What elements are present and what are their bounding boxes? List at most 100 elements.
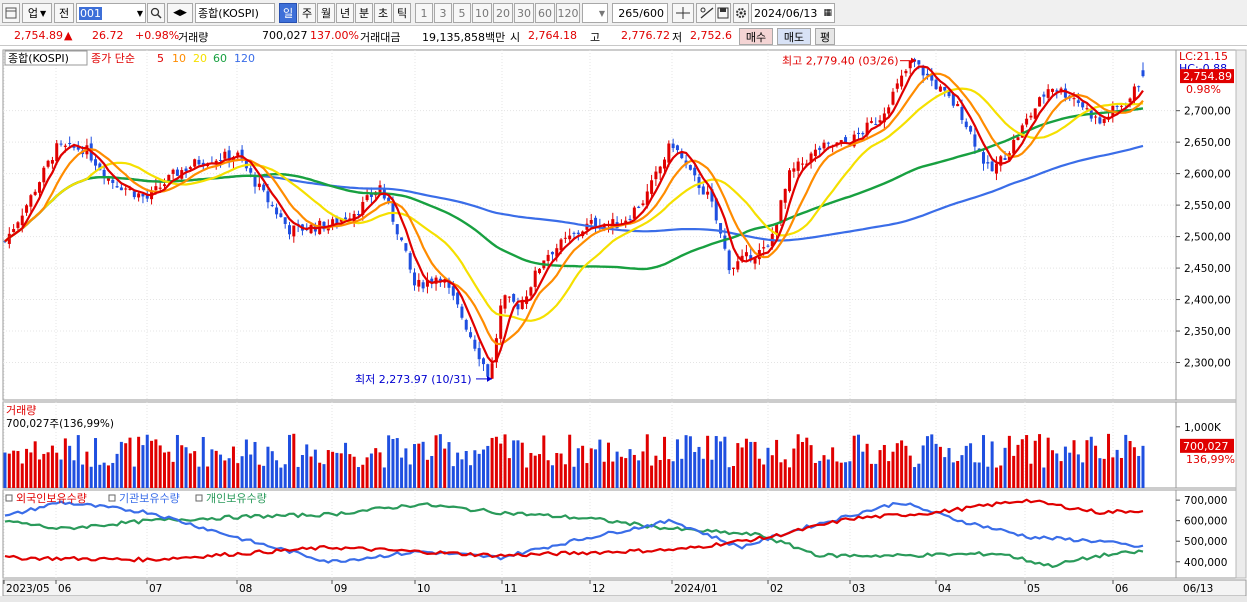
candle-body bbox=[895, 83, 899, 89]
sell-order-button[interactable]: 매도 bbox=[777, 28, 811, 45]
candle-body bbox=[917, 60, 921, 65]
save-icon[interactable] bbox=[715, 3, 731, 23]
tab-week[interactable]: 주 bbox=[298, 3, 316, 23]
minute-3[interactable]: 3 bbox=[434, 3, 452, 23]
candle-body bbox=[589, 219, 593, 224]
candle-body bbox=[891, 91, 895, 105]
minute-120[interactable]: 120 bbox=[556, 3, 580, 23]
volume-bar bbox=[391, 439, 395, 488]
count-field[interactable]: 265/600 bbox=[612, 3, 668, 23]
volume-bar bbox=[50, 445, 54, 488]
back-arrow-icon: ◀▶ bbox=[173, 8, 187, 18]
volume-bar bbox=[227, 458, 231, 488]
evaluate-button[interactable]: 평 bbox=[815, 28, 835, 45]
search-icon[interactable] bbox=[147, 3, 165, 23]
gear-icon[interactable] bbox=[733, 3, 749, 23]
candle-body bbox=[193, 159, 197, 167]
volume-bar bbox=[934, 443, 938, 488]
volume-bar bbox=[313, 449, 317, 488]
candle-body bbox=[175, 169, 179, 176]
volume-bar bbox=[775, 439, 779, 488]
volume-bar bbox=[473, 450, 477, 488]
investor-y-tick-label: 500,000 bbox=[1184, 536, 1227, 548]
y-axis-frame bbox=[1175, 489, 1246, 579]
volume-bar bbox=[132, 466, 136, 488]
chevron-down-icon: ▼ bbox=[39, 8, 47, 18]
candle-body bbox=[119, 187, 123, 191]
candle-body bbox=[494, 338, 498, 363]
custom-period-select[interactable]: ▼ bbox=[582, 3, 608, 23]
volume-bar bbox=[89, 466, 93, 488]
volume-bar bbox=[387, 435, 391, 488]
volume-bar bbox=[219, 454, 223, 488]
date-value: 2024/06/13 bbox=[754, 6, 818, 20]
candle-body bbox=[124, 188, 128, 190]
candle-body bbox=[529, 287, 533, 296]
candle-body bbox=[356, 214, 360, 216]
volume-bar bbox=[719, 441, 723, 488]
candle-body bbox=[710, 189, 714, 202]
volume-bar bbox=[736, 443, 740, 488]
volume-bars bbox=[3, 433, 1145, 488]
candle-body bbox=[395, 224, 399, 235]
tab-minute[interactable]: 분 bbox=[355, 3, 373, 23]
volume-bar bbox=[1012, 455, 1016, 488]
volume-bar bbox=[460, 459, 464, 488]
tab-month[interactable]: 월 bbox=[317, 3, 335, 23]
buy-order-button[interactable]: 매수 bbox=[739, 28, 773, 45]
candle-body bbox=[994, 163, 998, 174]
candle-body bbox=[1055, 90, 1059, 92]
candle-body bbox=[701, 186, 705, 195]
candle-body bbox=[46, 160, 50, 167]
tab-day[interactable]: 일 bbox=[279, 3, 297, 23]
volume-bar bbox=[788, 467, 792, 488]
toolbar: 업 ▼ 전 001 ▼ ◀▶ 종합(KOSPI) 일 주 월 년 분 초 틱 1 … bbox=[0, 0, 1247, 26]
candle-body bbox=[731, 267, 735, 269]
window-menu-icon[interactable] bbox=[2, 3, 20, 23]
change-value: 26.72 bbox=[92, 29, 124, 42]
minute-5[interactable]: 5 bbox=[453, 3, 471, 23]
tab-second[interactable]: 초 bbox=[374, 3, 392, 23]
candle-body bbox=[425, 279, 429, 287]
volume-bar bbox=[20, 463, 24, 488]
legend-ma-label: 종가 단순 bbox=[91, 52, 135, 65]
candle-body bbox=[973, 134, 977, 147]
price-y-tick-label: 2,700,00 bbox=[1184, 106, 1231, 118]
crosshair-icon[interactable] bbox=[672, 3, 694, 23]
volume-bar bbox=[572, 466, 576, 488]
volume-bar bbox=[292, 433, 296, 488]
legend-ma-20: 20 bbox=[193, 52, 207, 65]
candle-body bbox=[469, 332, 473, 338]
minute-10[interactable]: 10 bbox=[472, 3, 492, 23]
candle-body bbox=[688, 165, 692, 170]
date-field[interactable]: 2024/06/13 ▦ bbox=[751, 3, 835, 23]
volume-bar bbox=[529, 452, 533, 488]
volume-bar bbox=[356, 467, 360, 488]
volume-bar bbox=[369, 453, 373, 488]
volume-bar bbox=[688, 436, 692, 488]
name-field[interactable]: 종합(KOSPI) bbox=[195, 3, 275, 23]
candle-body bbox=[990, 161, 994, 172]
tab-year[interactable]: 년 bbox=[336, 3, 354, 23]
chart-area[interactable]: 2,300,00 2,350,00 2,400,00 2,450,00 2,500,00… bbox=[0, 48, 1247, 602]
volume-bar bbox=[288, 434, 291, 488]
candle-body bbox=[878, 120, 882, 123]
prev-button[interactable]: 전 bbox=[54, 3, 74, 23]
volume-bar bbox=[994, 467, 998, 488]
investor-legend-0: 외국인보유수량 bbox=[16, 492, 87, 505]
volume-bar bbox=[999, 465, 1003, 488]
minute-60[interactable]: 60 bbox=[535, 3, 555, 23]
minute-1[interactable]: 1 bbox=[415, 3, 433, 23]
volume-bar bbox=[180, 445, 184, 488]
investor-y-tick-label: 600,000 bbox=[1184, 516, 1227, 528]
vertical-scrollbar bbox=[1235, 49, 1247, 579]
market-select[interactable]: 업 ▼ bbox=[22, 3, 52, 23]
candle-body bbox=[1141, 70, 1145, 77]
minute-30[interactable]: 30 bbox=[514, 3, 534, 23]
code-input[interactable]: 001 ▼ bbox=[76, 3, 146, 23]
volume-bar bbox=[469, 465, 473, 488]
candle-body bbox=[188, 167, 192, 170]
tab-tick[interactable]: 틱 bbox=[393, 3, 411, 23]
minute-20[interactable]: 20 bbox=[493, 3, 513, 23]
history-button[interactable]: ◀▶ bbox=[167, 3, 193, 23]
